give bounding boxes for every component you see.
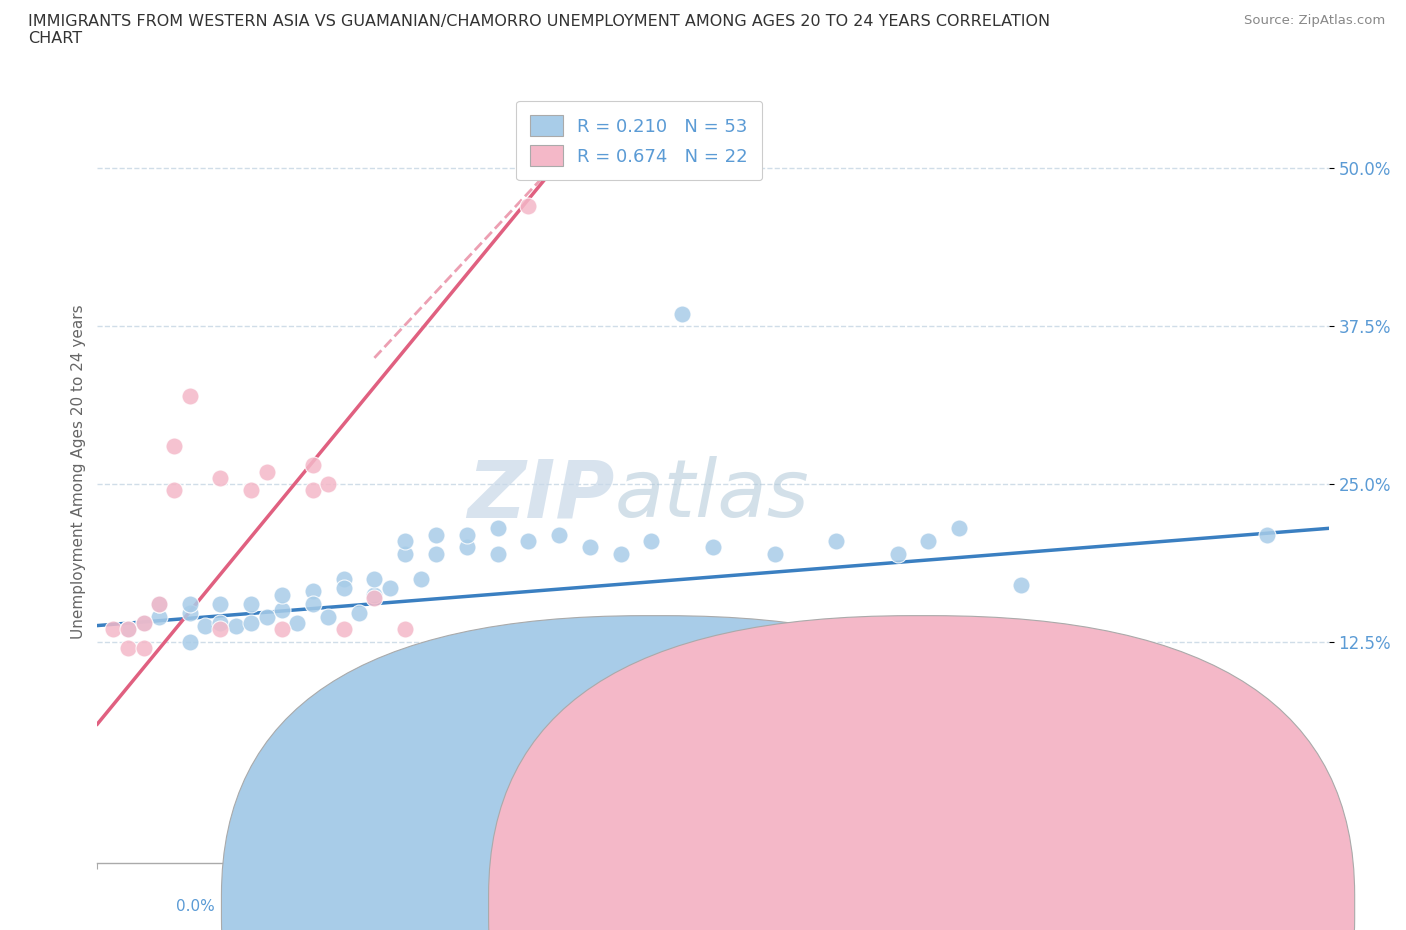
Point (409, 571, 432, 586)
Text: 40.0%: 40.0% (1218, 899, 1265, 914)
Point (163, 483, 186, 498)
Point (394, 546, 416, 561)
Point (517, 534, 540, 549)
Y-axis label: Unemployment Among Ages 20 to 24 years: Unemployment Among Ages 20 to 24 years (72, 304, 86, 639)
Point (316, 477, 339, 492)
Point (209, 616, 232, 631)
Point (579, 539, 602, 554)
Point (332, 622, 354, 637)
Point (209, 471, 232, 485)
Point (1071, 666, 1094, 681)
Point (117, 641, 139, 656)
Text: Immigrants from Western Asia: Immigrants from Western Asia (678, 899, 911, 914)
Point (456, 539, 478, 554)
Point (363, 571, 385, 586)
Point (316, 609, 339, 624)
Point (609, 546, 631, 561)
Text: IMMIGRANTS FROM WESTERN ASIA VS GUAMANIAN/CHAMORRO UNEMPLOYMENT AMONG AGES 20 TO: IMMIGRANTS FROM WESTERN ASIA VS GUAMANIA… (28, 14, 1050, 46)
Text: atlas: atlas (614, 456, 810, 534)
Point (148, 597, 170, 612)
Point (1118, 685, 1140, 700)
Point (886, 546, 908, 561)
Point (117, 622, 139, 637)
Point (347, 605, 370, 620)
Point (301, 584, 323, 599)
Point (702, 539, 724, 554)
Point (332, 571, 354, 586)
Point (1010, 578, 1032, 592)
Point (132, 616, 155, 631)
Point (179, 597, 201, 612)
Point (209, 597, 232, 612)
Point (763, 546, 786, 561)
Text: Guamanians/Chamorros: Guamanians/Chamorros (945, 899, 1130, 914)
Point (179, 605, 201, 620)
Point (301, 458, 323, 472)
Point (240, 483, 263, 498)
Point (948, 521, 970, 536)
Point (271, 588, 294, 603)
Point (287, 616, 309, 631)
Point (271, 622, 294, 637)
Point (486, 546, 509, 561)
Legend: R = 0.210   N = 53, R = 0.674   N = 22: R = 0.210 N = 53, R = 0.674 N = 22 (516, 100, 762, 180)
Text: Source: ZipAtlas.com: Source: ZipAtlas.com (1244, 14, 1385, 27)
Point (101, 622, 124, 637)
Point (301, 597, 323, 612)
Point (148, 609, 170, 624)
Point (179, 389, 201, 404)
Point (163, 439, 186, 454)
Point (456, 527, 478, 542)
Point (117, 622, 139, 637)
Point (363, 591, 385, 605)
Point (394, 534, 416, 549)
Point (425, 546, 447, 561)
Point (179, 634, 201, 649)
Point (301, 483, 323, 498)
Point (825, 534, 848, 549)
Point (640, 534, 662, 549)
Point (132, 641, 155, 656)
Point (486, 521, 509, 536)
Point (240, 597, 263, 612)
Point (456, 717, 478, 732)
Point (209, 622, 232, 637)
Point (671, 306, 693, 321)
Point (363, 588, 385, 603)
Point (256, 609, 278, 624)
Point (225, 618, 247, 633)
Point (548, 527, 571, 542)
Point (425, 527, 447, 542)
Point (394, 622, 416, 637)
Point (240, 616, 263, 631)
Point (517, 199, 540, 214)
Point (148, 597, 170, 612)
Point (1118, 701, 1140, 716)
Point (917, 534, 939, 549)
Text: 0.0%: 0.0% (176, 899, 215, 914)
Point (378, 580, 401, 595)
Point (256, 464, 278, 479)
Point (332, 580, 354, 595)
Text: ZIP: ZIP (467, 456, 614, 534)
Point (271, 603, 294, 618)
Point (1256, 704, 1278, 719)
Point (194, 618, 217, 633)
Point (1256, 527, 1278, 542)
Point (132, 616, 155, 631)
